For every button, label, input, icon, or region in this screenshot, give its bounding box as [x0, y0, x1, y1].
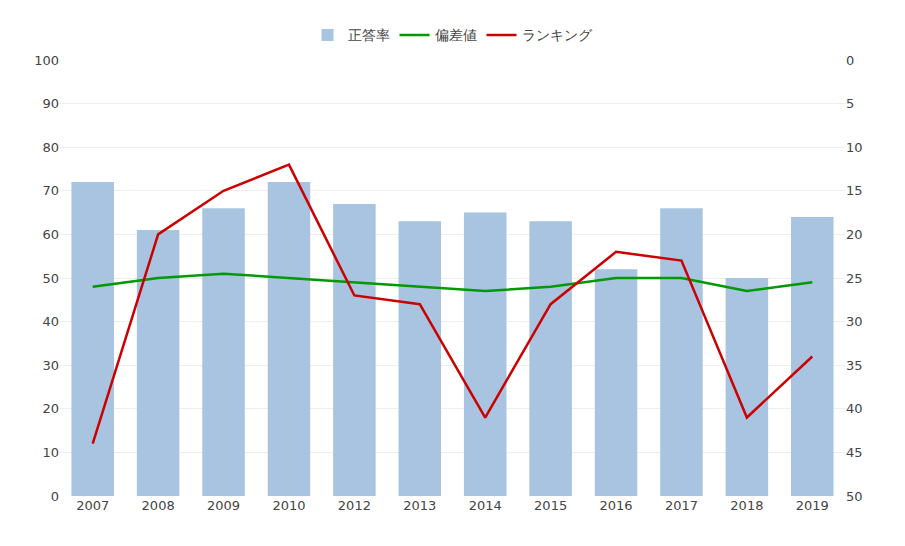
svg-text:正答率: 正答率 [348, 27, 390, 43]
svg-text:10: 10 [42, 445, 59, 460]
svg-text:2010: 2010 [272, 498, 305, 513]
svg-text:5: 5 [846, 96, 854, 111]
svg-text:2014: 2014 [469, 498, 502, 513]
svg-text:2008: 2008 [142, 498, 175, 513]
svg-text:50: 50 [846, 489, 863, 504]
svg-text:40: 40 [846, 401, 863, 416]
svg-text:100: 100 [34, 53, 59, 68]
svg-text:45: 45 [846, 445, 863, 460]
svg-text:40: 40 [42, 314, 59, 329]
svg-text:20: 20 [846, 227, 863, 242]
svg-text:0: 0 [51, 489, 59, 504]
svg-text:ランキング: ランキング [522, 27, 593, 43]
svg-text:50: 50 [42, 271, 59, 286]
svg-text:2016: 2016 [599, 498, 632, 513]
svg-text:35: 35 [846, 358, 863, 373]
svg-text:80: 80 [42, 140, 59, 155]
svg-text:2017: 2017 [665, 498, 698, 513]
svg-text:30: 30 [42, 358, 59, 373]
svg-text:2012: 2012 [338, 498, 371, 513]
svg-text:20: 20 [42, 401, 59, 416]
svg-text:2019: 2019 [796, 498, 829, 513]
svg-text:偏差値: 偏差値 [435, 27, 477, 43]
svg-text:2013: 2013 [403, 498, 436, 513]
svg-text:30: 30 [846, 314, 863, 329]
svg-text:2007: 2007 [76, 498, 109, 513]
svg-text:25: 25 [846, 271, 863, 286]
svg-text:15: 15 [846, 183, 863, 198]
svg-text:90: 90 [42, 96, 59, 111]
svg-text:2015: 2015 [534, 498, 567, 513]
svg-text:60: 60 [42, 227, 59, 242]
svg-text:10: 10 [846, 140, 863, 155]
svg-text:70: 70 [42, 183, 59, 198]
svg-text:2018: 2018 [730, 498, 763, 513]
svg-text:0: 0 [846, 53, 854, 68]
svg-text:2009: 2009 [207, 498, 240, 513]
